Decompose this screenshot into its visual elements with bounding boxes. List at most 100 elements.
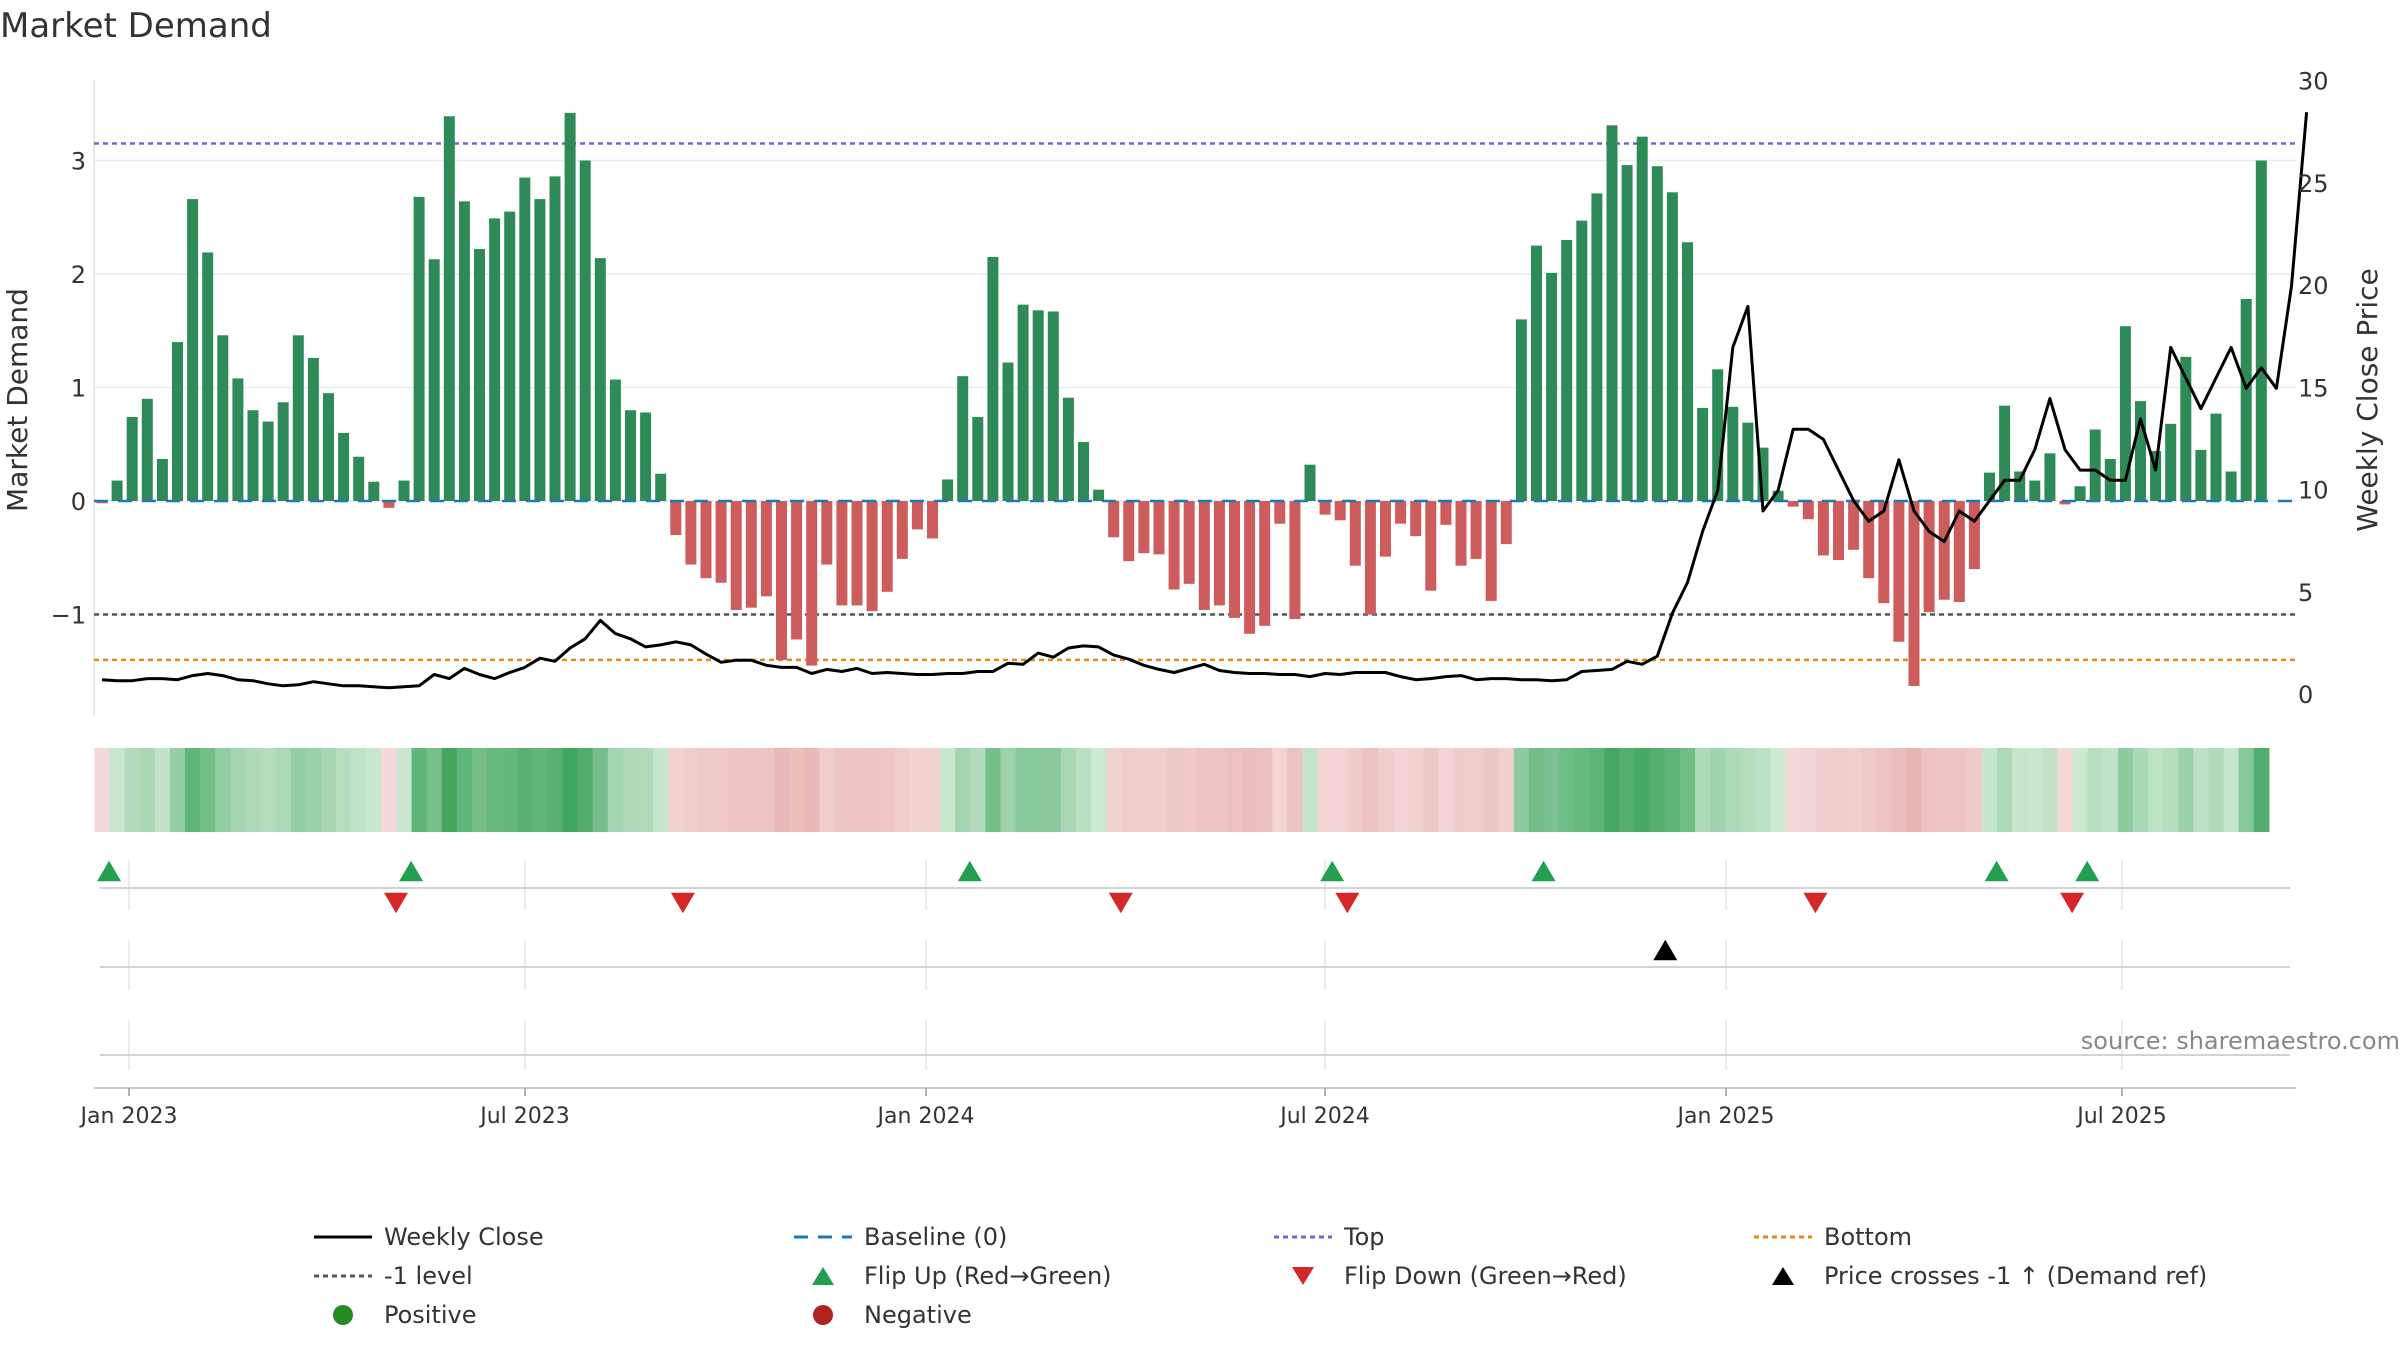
strip-cell — [532, 748, 549, 832]
strip-cell — [1226, 748, 1243, 832]
strip-cell — [471, 748, 488, 832]
strip-cell — [1755, 748, 1772, 832]
demand-bar — [1531, 245, 1542, 501]
strip-cell — [411, 748, 428, 832]
strip-cell — [1166, 748, 1183, 832]
demand-bar — [1032, 310, 1044, 501]
demand-bar — [579, 160, 591, 501]
strip-cell — [1211, 748, 1228, 832]
strip-cell — [2117, 748, 2134, 832]
strip-cell — [2253, 748, 2270, 832]
strip-cell — [139, 748, 156, 832]
flip-down-marker — [2060, 892, 2085, 914]
strip-cell — [804, 748, 820, 832]
legend-label: Positive — [384, 1301, 477, 1329]
x-ticks: Jan 2023 Jul 2023 Jan 2024 Jul 2024 Jan 2025… — [79, 1087, 2296, 1129]
strip-cell — [743, 748, 760, 832]
strip-cell — [1861, 748, 1877, 832]
strip-cell — [1710, 748, 1726, 832]
demand-bar — [1742, 422, 1754, 501]
demand-bar — [262, 421, 274, 501]
strip-cell — [2132, 748, 2149, 832]
demand-bar — [458, 201, 470, 502]
demand-bar — [625, 410, 636, 501]
y2-tick-label: 10 — [2298, 477, 2329, 505]
strip-cell — [1559, 748, 1575, 832]
x-tick-label: Jan 2023 — [79, 1104, 178, 1129]
strip-cell — [924, 748, 941, 832]
demand-bar — [1455, 501, 1467, 566]
legend-swatch-negative — [813, 1305, 833, 1325]
strip-cell — [1347, 748, 1364, 832]
demand-bar — [2240, 298, 2252, 501]
strip-cell — [336, 748, 352, 832]
demand-bar — [489, 218, 501, 501]
strip-cell — [1393, 748, 1409, 832]
strip-cell — [426, 748, 443, 832]
demand-bar — [1984, 472, 1995, 501]
demand-bar — [1561, 239, 1573, 501]
y-tick-label: 3 — [71, 148, 86, 176]
demand-bar — [504, 211, 516, 501]
strip-cell — [230, 748, 247, 832]
strip-cell — [487, 748, 503, 832]
legend-swatch-flip-down — [1292, 1267, 1314, 1285]
legend-label: -1 level — [384, 1262, 473, 1290]
strip-cell — [1423, 748, 1439, 832]
strip-cell — [1468, 748, 1485, 832]
x-tick-label: Jan 2024 — [876, 1104, 975, 1129]
flip-down-marker — [384, 892, 408, 914]
strip-cell — [698, 748, 715, 832]
demand-bar — [398, 480, 410, 501]
demand-bar — [1274, 501, 1286, 524]
strip-cell — [1906, 748, 1923, 832]
demand-bar — [1500, 501, 1512, 545]
demand-bar — [1636, 136, 1648, 502]
demand-bar — [1817, 501, 1829, 556]
demand-bar — [1787, 501, 1799, 507]
demand-bar — [1591, 193, 1603, 502]
demand-bar — [1259, 501, 1271, 626]
strip-cell — [245, 748, 262, 832]
flip-down-marker — [1108, 892, 1133, 914]
demand-bar — [292, 335, 304, 501]
x-tick-label: Jul 2024 — [1278, 1104, 1370, 1129]
demand-bar — [776, 501, 787, 660]
strip-cell — [305, 748, 322, 832]
y2-ticks: 0 5 10 15 20 25 30 — [2298, 68, 2329, 710]
demand-bar — [806, 501, 818, 666]
legend-label: Flip Down (Green→Red) — [1344, 1262, 1627, 1290]
flip-up-marker — [1531, 860, 1556, 882]
strip-cell — [668, 748, 684, 832]
strip-cell — [2102, 748, 2119, 832]
x-tick-label: Jan 2025 — [1676, 1104, 1775, 1129]
demand-bar — [1802, 501, 1814, 520]
strip-cell — [1257, 748, 1273, 832]
flip-down-marker — [670, 892, 695, 914]
demand-bar — [821, 501, 833, 565]
strip-cell — [834, 748, 851, 832]
demand-bar — [1213, 501, 1225, 606]
demand-bar — [534, 199, 546, 501]
strip-cell — [789, 748, 805, 832]
legend-label: Weekly Close — [384, 1223, 544, 1251]
strip-cell — [1619, 748, 1636, 832]
legend-swatch-flip-up — [812, 1267, 834, 1285]
demand-bar — [1485, 501, 1497, 601]
demand-bar — [383, 501, 395, 508]
demand-bar — [2150, 451, 2162, 501]
demand-bar — [760, 501, 772, 597]
strip-cell — [1649, 748, 1666, 832]
strip-cell — [1498, 748, 1515, 832]
demand-bar — [1999, 405, 2011, 501]
strip-cell — [592, 748, 609, 832]
flip-up-marker — [1984, 860, 2009, 882]
y-tick-label: 0 — [71, 488, 86, 516]
legend-label: Bottom — [1824, 1223, 1912, 1251]
strip-cell — [2163, 748, 2179, 832]
strip-cell — [849, 748, 866, 832]
demand-bar — [1515, 319, 1527, 501]
demand-bar — [277, 402, 289, 501]
strip-cell — [215, 748, 231, 832]
strip-cell — [1604, 748, 1621, 832]
